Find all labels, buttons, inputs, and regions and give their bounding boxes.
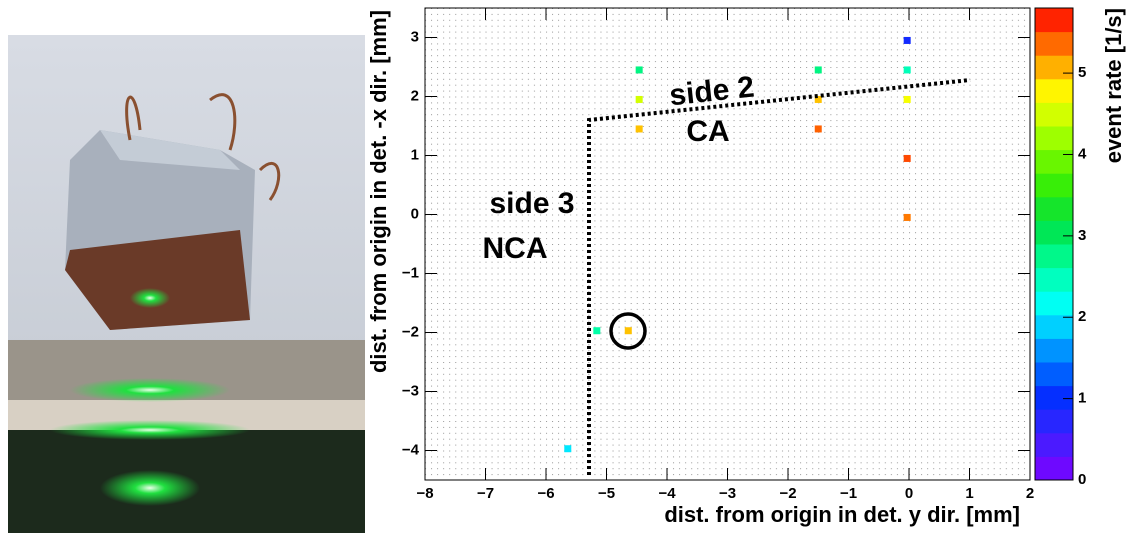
point [903,154,911,162]
point [903,66,911,74]
x-tick-label: 1 [965,485,973,502]
x-tick-label: −4 [658,485,676,502]
point [593,327,601,335]
colorbar-step [1035,126,1073,151]
colorbar-step [1035,432,1073,457]
point [903,213,911,221]
point [624,327,632,335]
x-tick-label: 0 [905,485,913,502]
annotation: CA [686,115,729,148]
x-tick-label: −7 [477,485,494,502]
point [635,125,643,133]
x-tick-label: −2 [779,485,796,502]
colorbar-tick-label: 0 [1078,471,1086,488]
colorbar-step [1035,196,1073,221]
annotation: side 3 [489,187,574,220]
point [814,95,822,103]
x-axis-label: dist. from origin in det. y dir. [mm] [664,502,1020,527]
colorbar-step [1035,31,1073,56]
point [635,66,643,74]
colorbar-tick-label: 5 [1078,64,1086,81]
colorbar-step [1035,314,1073,339]
colorbar-frame [1034,7,1074,481]
colorbar-step [1035,149,1073,174]
y-tick-label: 3 [411,28,419,45]
y-tick-label: 2 [411,87,419,104]
colorbar-step [1035,385,1073,410]
colorbar-step [1035,362,1073,387]
y-axis-label: dist. from origin in det. -x dir. [mm] [366,10,391,373]
y-tick-label: −3 [402,382,419,399]
colorbar-step [1035,244,1073,269]
y-tick-label: −1 [402,264,419,281]
x-tick-label: −1 [840,485,857,502]
colorbar-step [1035,409,1073,434]
point [814,66,822,74]
side-line [587,78,971,475]
colorbar-step [1035,102,1073,127]
colorbar-step [1035,456,1073,481]
y-tick-label: −4 [402,441,420,458]
colorbar-step [1035,55,1073,80]
x-tick-label: 2 [1026,485,1034,502]
x-tick-label: −5 [598,485,615,502]
colorbar-step [1035,291,1073,316]
colorbar-step [1035,338,1073,363]
colorbar-tick-label: 2 [1078,308,1086,325]
annotation: NCA [483,232,548,265]
point [903,36,911,44]
colorbar-tick-label: 4 [1078,145,1087,162]
colorbar-step [1035,78,1073,103]
colorbar-tick-label: 1 [1078,390,1086,407]
point [564,445,572,453]
point [814,125,822,133]
annotations: side 2 CA side 3 NCA [483,71,971,475]
colorbar-step [1035,8,1073,33]
highlight-circle [609,312,647,350]
point [903,95,911,103]
colorbar-step [1035,220,1073,245]
colorbar-label: event rate [1/s] [1101,8,1126,163]
photo [8,35,365,533]
colorbar-tick-label: 3 [1078,227,1086,244]
y-tick-label: 0 [411,205,419,222]
y-tick-label: −2 [402,323,419,340]
y-tick-label: 1 [411,146,419,163]
x-tick-label: −8 [416,485,433,502]
x-tick-label: −6 [537,485,554,502]
grid [425,8,1030,480]
colorbar-step [1035,267,1073,292]
point [635,95,643,103]
x-tick-label: −3 [719,485,736,502]
colorbar-step [1035,173,1073,198]
